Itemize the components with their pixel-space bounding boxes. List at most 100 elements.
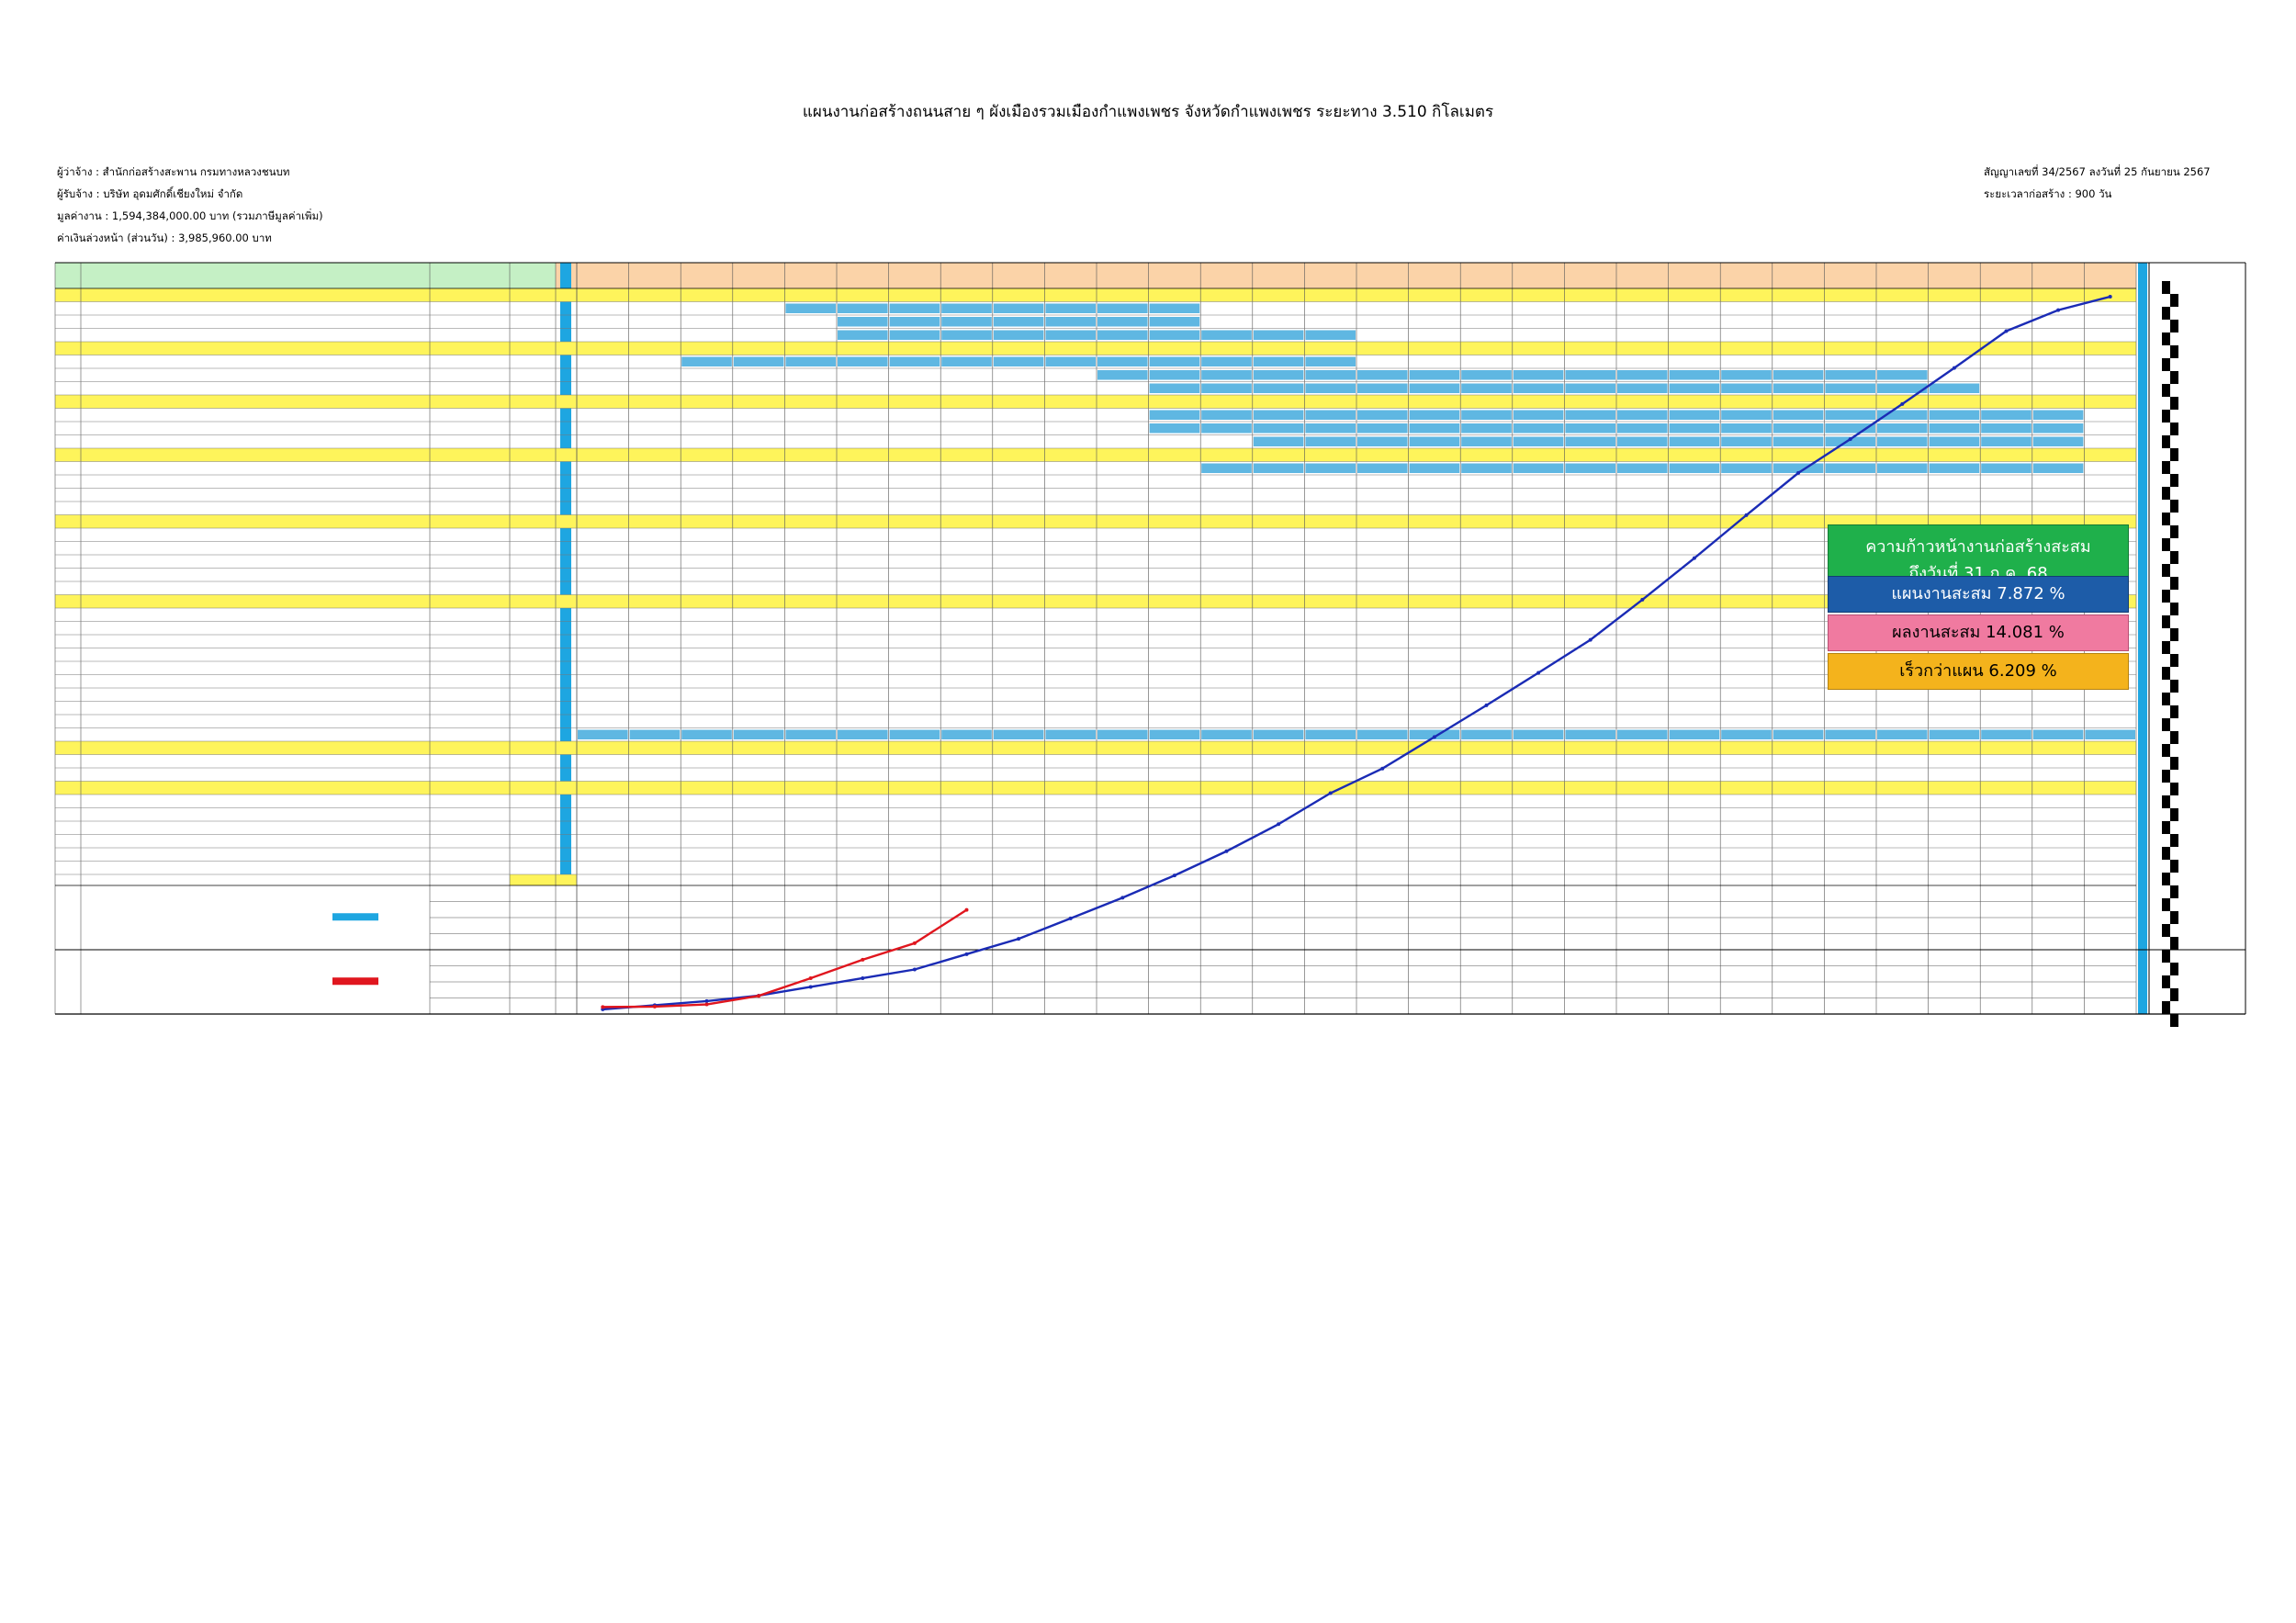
actual-point-label xyxy=(909,930,955,941)
month-cell xyxy=(1773,741,1825,755)
cumulative-checker xyxy=(2170,577,2178,590)
month-cell xyxy=(1929,342,1981,355)
work-bar xyxy=(1253,729,1304,739)
month-cell xyxy=(1616,382,1669,396)
plan-point xyxy=(1588,637,1593,642)
plan-point-label xyxy=(1132,862,1178,873)
month-cell xyxy=(1980,409,2032,423)
category-row-bg xyxy=(55,395,2136,409)
month-header-bg xyxy=(992,263,1045,288)
item-name xyxy=(83,528,428,542)
item-name xyxy=(83,355,428,369)
item-number xyxy=(55,862,81,875)
item-number xyxy=(55,808,81,822)
summary-value xyxy=(940,982,993,998)
work-bar xyxy=(1409,410,1460,420)
y-tick-label xyxy=(2164,791,2195,802)
month-cell xyxy=(889,329,941,343)
month-cell xyxy=(1097,368,1149,382)
item-name xyxy=(83,515,428,529)
month-cell xyxy=(993,329,1045,343)
month-cell xyxy=(993,315,1045,329)
item-number xyxy=(55,435,81,449)
item-percent xyxy=(510,835,556,849)
month-cell xyxy=(681,595,733,609)
item-number xyxy=(55,288,81,302)
month-cell xyxy=(2084,395,2136,409)
item-number xyxy=(55,422,81,435)
month-header-bg xyxy=(1044,263,1097,288)
month-header xyxy=(889,263,941,288)
month-cell xyxy=(1513,422,1565,435)
summary-value xyxy=(1409,918,1461,934)
item-percent xyxy=(510,422,556,435)
summary-value xyxy=(1304,934,1356,951)
month-cell xyxy=(1409,595,1461,609)
item-percent xyxy=(510,435,556,449)
item-number xyxy=(55,555,81,569)
item-amount xyxy=(430,581,507,595)
summary-value xyxy=(1253,885,1305,902)
month-cell xyxy=(993,342,1045,355)
month-cell xyxy=(1513,595,1565,609)
month-header-bg xyxy=(1356,263,1409,288)
item-percent xyxy=(510,462,556,476)
month-cell xyxy=(1460,422,1513,435)
item-number xyxy=(55,329,81,343)
work-bar xyxy=(1565,410,1615,420)
item-name xyxy=(83,302,428,316)
work-bar xyxy=(1149,410,1200,420)
item-amount xyxy=(430,422,507,435)
month-cell xyxy=(1980,448,2032,462)
work-bar xyxy=(1201,423,1252,434)
month-cell xyxy=(940,595,993,609)
summary-value xyxy=(1980,902,2032,919)
summary-value xyxy=(1980,934,2032,951)
item-name xyxy=(83,288,428,302)
item-name xyxy=(83,382,428,396)
month-cell xyxy=(1409,288,1461,302)
month-cell xyxy=(1669,595,1721,609)
work-bar xyxy=(1513,383,1564,393)
summary-value xyxy=(1824,918,1876,934)
work-bar xyxy=(838,729,888,739)
item-name xyxy=(83,409,428,423)
cumulative-checker xyxy=(2162,410,2170,423)
month-cell xyxy=(1097,315,1149,329)
month-cell xyxy=(1200,422,1253,435)
summary-value xyxy=(784,950,837,966)
month-cell xyxy=(681,355,733,369)
month-cell xyxy=(1564,741,1616,755)
work-bar xyxy=(1201,410,1252,420)
cumulative-checker xyxy=(2162,487,2170,500)
cumulative-checker xyxy=(2162,384,2170,397)
summary-value xyxy=(1149,885,1201,902)
item-number xyxy=(55,635,81,648)
work-bar xyxy=(1253,330,1304,340)
work-bar xyxy=(578,729,628,739)
cumulative-checker xyxy=(2170,808,2178,821)
summary-value xyxy=(1200,934,1253,951)
plan-point xyxy=(1744,513,1749,517)
month-header xyxy=(1824,263,1876,288)
actual-point xyxy=(861,957,865,962)
item-percent xyxy=(510,515,556,529)
work-bar xyxy=(1617,729,1668,739)
work-bar xyxy=(1357,463,1408,473)
summary-value xyxy=(681,918,733,934)
item-number xyxy=(55,368,81,382)
work-bar xyxy=(1825,436,1875,446)
item-number xyxy=(55,675,81,689)
month-cell xyxy=(784,355,837,369)
month-cell xyxy=(837,741,889,755)
item-name xyxy=(83,542,428,556)
month-cell xyxy=(1356,595,1409,609)
item-number xyxy=(55,728,81,742)
work-bar xyxy=(1513,729,1564,739)
month-header xyxy=(1149,263,1201,288)
plan-point-label xyxy=(2016,298,2062,309)
item-amount xyxy=(430,635,507,648)
month-cell xyxy=(837,595,889,609)
work-bar xyxy=(1617,410,1668,420)
month-cell xyxy=(1824,448,1876,462)
